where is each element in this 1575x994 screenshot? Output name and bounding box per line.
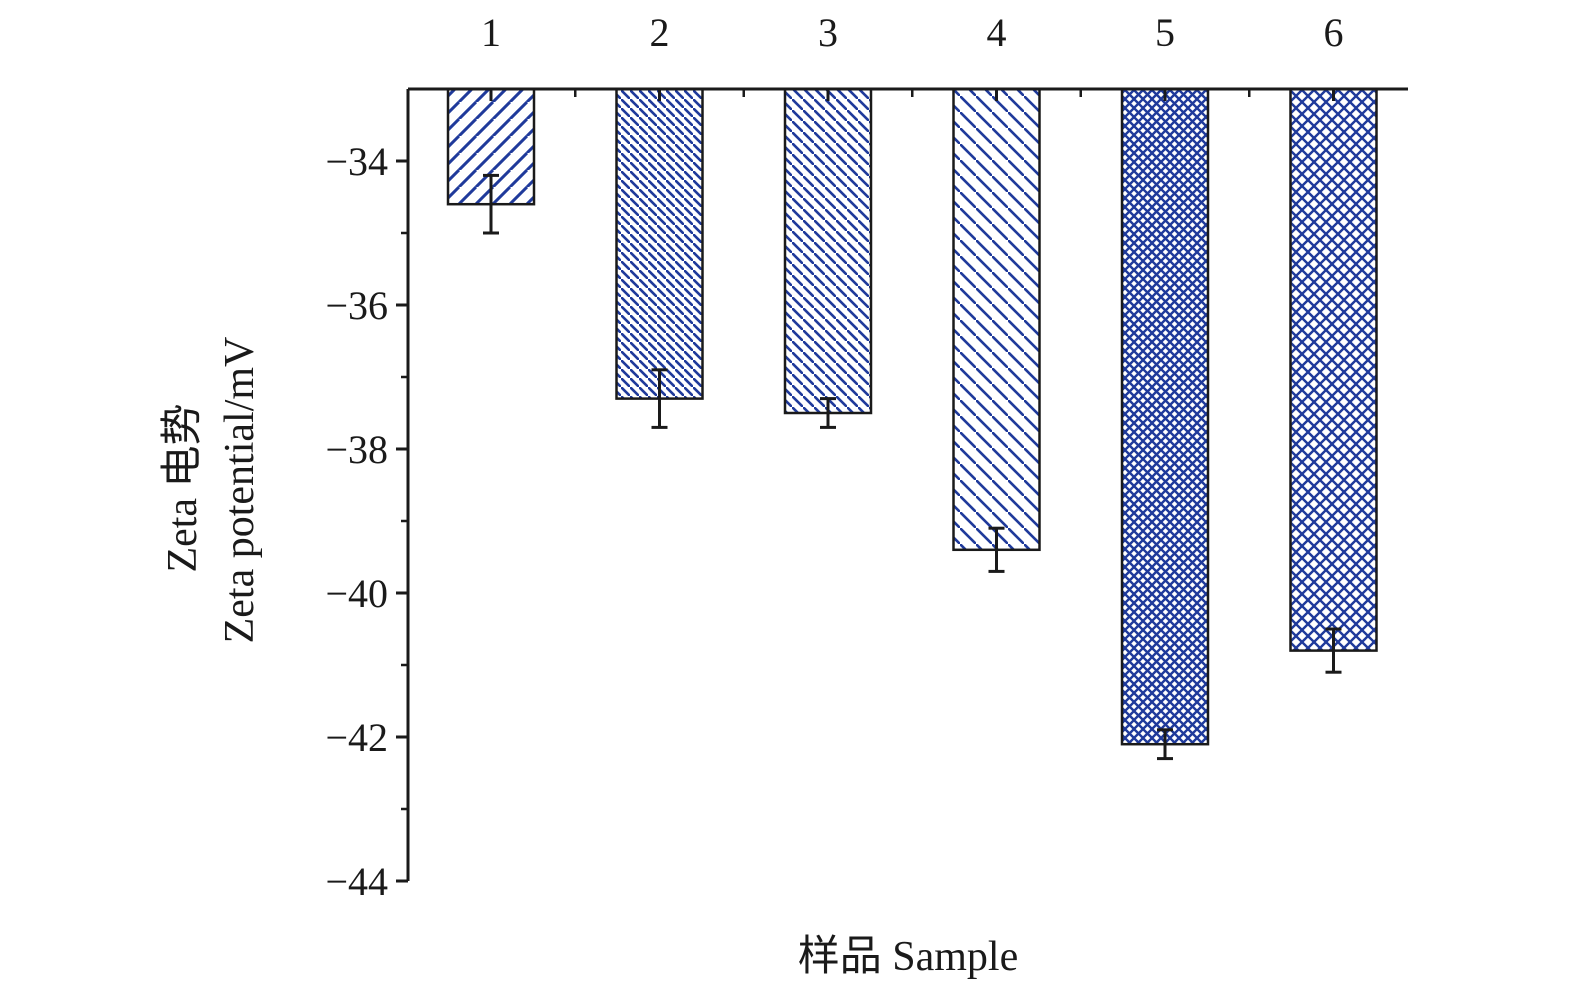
- error-bar-sample-4: [988, 526, 1005, 573]
- bar-sample-4: [952, 87, 1041, 552]
- x-ticks-layer: 1 2 3 4 5 6: [481, 10, 1344, 101]
- y-tick-label: −34: [325, 139, 388, 184]
- x-tick-label: 4: [987, 10, 1007, 55]
- x-tick-label: 3: [818, 10, 838, 55]
- y-tick-label: −40: [325, 571, 388, 616]
- bar-sample-3: [783, 87, 873, 415]
- error-bar-sample-6: [1325, 627, 1342, 674]
- bar-sample-5: [1120, 87, 1210, 746]
- y-tick-label: −38: [325, 427, 388, 472]
- error-bars-layer: [483, 173, 1342, 761]
- error-bar-sample-3: [820, 397, 836, 429]
- bar-sample-6: [1289, 87, 1378, 652]
- y-tick-label: −36: [325, 283, 388, 328]
- x-tick-label: 2: [650, 10, 670, 55]
- y-axis-title-line1: Zeta 电势: [160, 403, 206, 572]
- y-tick-label: −44: [325, 859, 388, 904]
- bars-layer: [446, 87, 1378, 746]
- error-bar-sample-1: [483, 173, 499, 235]
- x-axis-title: 样品 Sample: [798, 934, 1018, 980]
- x-tick-label: 6: [1324, 10, 1344, 55]
- bar-sample-2: [615, 87, 704, 400]
- axes-layer: [406, 87, 1408, 881]
- y-ticks-layer: −34 −36 −38 −40 −42 −44: [325, 139, 408, 904]
- x-tick-label: 5: [1155, 10, 1175, 55]
- x-tick-label: 1: [481, 10, 501, 55]
- axis-titles: 样品 Sample Zeta 电势 Zeta potential/mV: [160, 337, 1018, 980]
- error-bar-sample-5: [1157, 728, 1173, 761]
- error-bar-sample-2: [651, 368, 668, 429]
- y-tick-label: −42: [325, 715, 388, 760]
- y-axis-title-line2: Zeta potential/mV: [217, 337, 263, 644]
